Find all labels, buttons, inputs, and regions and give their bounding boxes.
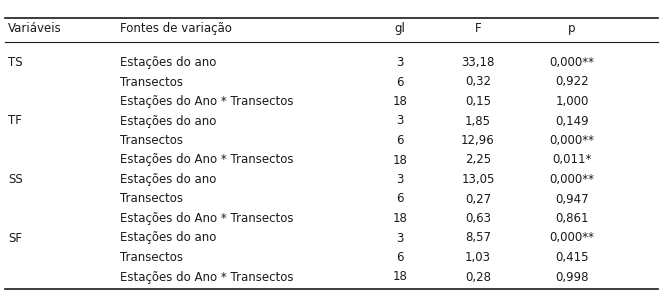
Text: F: F xyxy=(475,22,481,35)
Text: 0,000**: 0,000** xyxy=(550,173,595,186)
Text: gl: gl xyxy=(394,22,406,35)
Text: 1,03: 1,03 xyxy=(465,251,491,264)
Text: Estações do ano: Estações do ano xyxy=(120,114,216,127)
Text: 0,861: 0,861 xyxy=(555,212,589,225)
Text: Variáveis: Variáveis xyxy=(8,22,62,35)
Text: Estações do Ano * Transectos: Estações do Ano * Transectos xyxy=(120,95,294,108)
Text: 8,57: 8,57 xyxy=(465,232,491,245)
Text: 0,000**: 0,000** xyxy=(550,134,595,147)
Text: 3: 3 xyxy=(396,56,404,69)
Text: 18: 18 xyxy=(392,271,408,283)
Text: 3: 3 xyxy=(396,173,404,186)
Text: 33,18: 33,18 xyxy=(461,56,495,69)
Text: Transectos: Transectos xyxy=(120,251,183,264)
Text: 1,85: 1,85 xyxy=(465,114,491,127)
Text: Estações do ano: Estações do ano xyxy=(120,173,216,186)
Text: 0,998: 0,998 xyxy=(555,271,589,283)
Text: 0,000**: 0,000** xyxy=(550,232,595,245)
Text: Transectos: Transectos xyxy=(120,134,183,147)
Text: SF: SF xyxy=(8,232,22,245)
Text: 0,011*: 0,011* xyxy=(552,153,591,166)
Text: 1,000: 1,000 xyxy=(556,95,589,108)
Text: TF: TF xyxy=(8,114,22,127)
Text: p: p xyxy=(568,22,575,35)
Text: 0,27: 0,27 xyxy=(465,193,491,206)
Text: 12,96: 12,96 xyxy=(461,134,495,147)
Text: Estações do ano: Estações do ano xyxy=(120,56,216,69)
Text: Transectos: Transectos xyxy=(120,193,183,206)
Text: 18: 18 xyxy=(392,95,408,108)
Text: 0,63: 0,63 xyxy=(465,212,491,225)
Text: 18: 18 xyxy=(392,153,408,166)
Text: 2,25: 2,25 xyxy=(465,153,491,166)
Text: 6: 6 xyxy=(396,251,404,264)
Text: Estações do Ano * Transectos: Estações do Ano * Transectos xyxy=(120,212,294,225)
Text: 0,922: 0,922 xyxy=(555,76,589,88)
Text: 6: 6 xyxy=(396,193,404,206)
Text: 3: 3 xyxy=(396,114,404,127)
Text: 18: 18 xyxy=(392,212,408,225)
Text: 6: 6 xyxy=(396,76,404,88)
Text: 3: 3 xyxy=(396,232,404,245)
Text: 0,947: 0,947 xyxy=(555,193,589,206)
Text: TS: TS xyxy=(8,56,23,69)
Text: 0,149: 0,149 xyxy=(555,114,589,127)
Text: 13,05: 13,05 xyxy=(461,173,495,186)
Text: 0,15: 0,15 xyxy=(465,95,491,108)
Text: SS: SS xyxy=(8,173,23,186)
Text: 0,415: 0,415 xyxy=(555,251,589,264)
Text: 6: 6 xyxy=(396,134,404,147)
Text: 0,000**: 0,000** xyxy=(550,56,595,69)
Text: Estações do Ano * Transectos: Estações do Ano * Transectos xyxy=(120,271,294,283)
Text: 0,32: 0,32 xyxy=(465,76,491,88)
Text: Transectos: Transectos xyxy=(120,76,183,88)
Text: Fontes de variação: Fontes de variação xyxy=(120,22,232,35)
Text: Estações do ano: Estações do ano xyxy=(120,232,216,245)
Text: 0,28: 0,28 xyxy=(465,271,491,283)
Text: Estações do Ano * Transectos: Estações do Ano * Transectos xyxy=(120,153,294,166)
